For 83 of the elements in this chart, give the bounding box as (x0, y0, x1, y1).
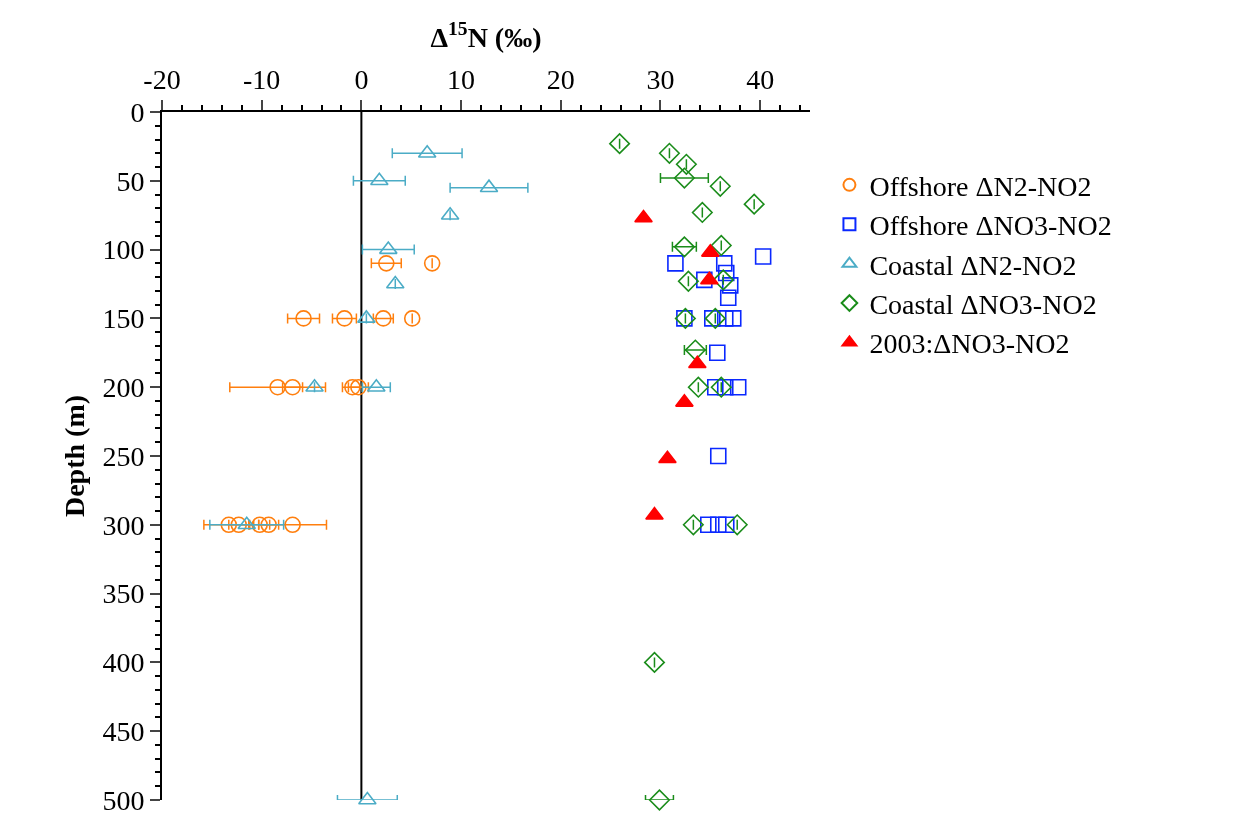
point (366, 378, 386, 392)
point (237, 516, 257, 530)
point (721, 277, 739, 294)
y-tick-label: 450 (102, 716, 145, 747)
point (220, 516, 238, 534)
point (378, 241, 398, 255)
point (417, 144, 437, 158)
point (729, 378, 747, 396)
x-tick-label: -10 (243, 63, 281, 95)
point (667, 255, 684, 272)
y-tick-label: 200 (102, 372, 145, 403)
point (726, 514, 748, 536)
legend-label: Offshore ΔNO3-NO2 (869, 210, 1112, 242)
point (479, 179, 499, 193)
point (710, 234, 732, 257)
legend-label: Offshore ΔN2-NO2 (869, 170, 1092, 202)
point (440, 206, 460, 220)
x-tick-label: 10 (447, 63, 476, 95)
point (423, 255, 441, 272)
point (717, 264, 735, 282)
point (673, 167, 695, 189)
y-tick-label: 350 (102, 578, 145, 610)
y-tick-label: 100 (102, 234, 145, 266)
point (715, 255, 733, 272)
x-tick-label: 0 (354, 63, 369, 95)
legend-label: Coastal ΔNO3-NO2 (869, 288, 1097, 320)
point (696, 271, 713, 289)
point (336, 310, 353, 327)
point (648, 789, 671, 811)
point (700, 516, 717, 534)
point (716, 378, 734, 396)
point (295, 310, 312, 327)
point (682, 514, 704, 536)
point (743, 193, 765, 215)
y-tick-label: 500 (102, 784, 145, 816)
point (699, 271, 719, 285)
point (305, 378, 324, 392)
x-tick-label: 40 (746, 63, 775, 95)
point (710, 376, 732, 398)
x-tick-label: -20 (143, 63, 181, 95)
point (385, 275, 405, 289)
point (706, 378, 724, 396)
point (677, 270, 699, 292)
point (684, 339, 706, 361)
point (709, 516, 727, 534)
y-tick-label: 0 (130, 96, 145, 128)
y-axis-title: Depth (m) (58, 394, 90, 518)
point (284, 516, 301, 534)
point (719, 289, 737, 307)
point (687, 355, 707, 369)
point (369, 172, 389, 186)
y-tick-label: 300 (102, 509, 145, 541)
point (645, 506, 664, 520)
point (658, 142, 680, 164)
point (712, 269, 734, 291)
point (724, 310, 742, 327)
point (717, 516, 735, 534)
point (643, 651, 666, 673)
point (675, 153, 697, 175)
y-tick-label: 400 (102, 647, 145, 679)
point (403, 310, 421, 327)
point (673, 236, 695, 258)
point (687, 376, 709, 398)
point (378, 255, 395, 272)
point (269, 378, 286, 396)
y-tick-label: 50 (116, 165, 145, 197)
y-tick-label: 250 (102, 440, 145, 472)
point (708, 344, 726, 362)
x-tick-label: 30 (646, 63, 675, 95)
legend-label: Coastal ΔN2-NO2 (869, 249, 1077, 281)
point (609, 133, 631, 155)
y-tick-label: 150 (102, 303, 145, 335)
point (709, 175, 731, 197)
point (691, 201, 713, 223)
point (704, 307, 726, 329)
legend-label: 2003:ΔNO3-NO2 (869, 328, 1070, 360)
point (716, 310, 734, 327)
x-axis-title: Δ$^{15}$N (‰) (430, 18, 542, 53)
point (709, 447, 727, 465)
point (754, 248, 772, 265)
x-tick-label: 20 (546, 63, 575, 95)
point (657, 450, 677, 464)
point (634, 209, 653, 223)
